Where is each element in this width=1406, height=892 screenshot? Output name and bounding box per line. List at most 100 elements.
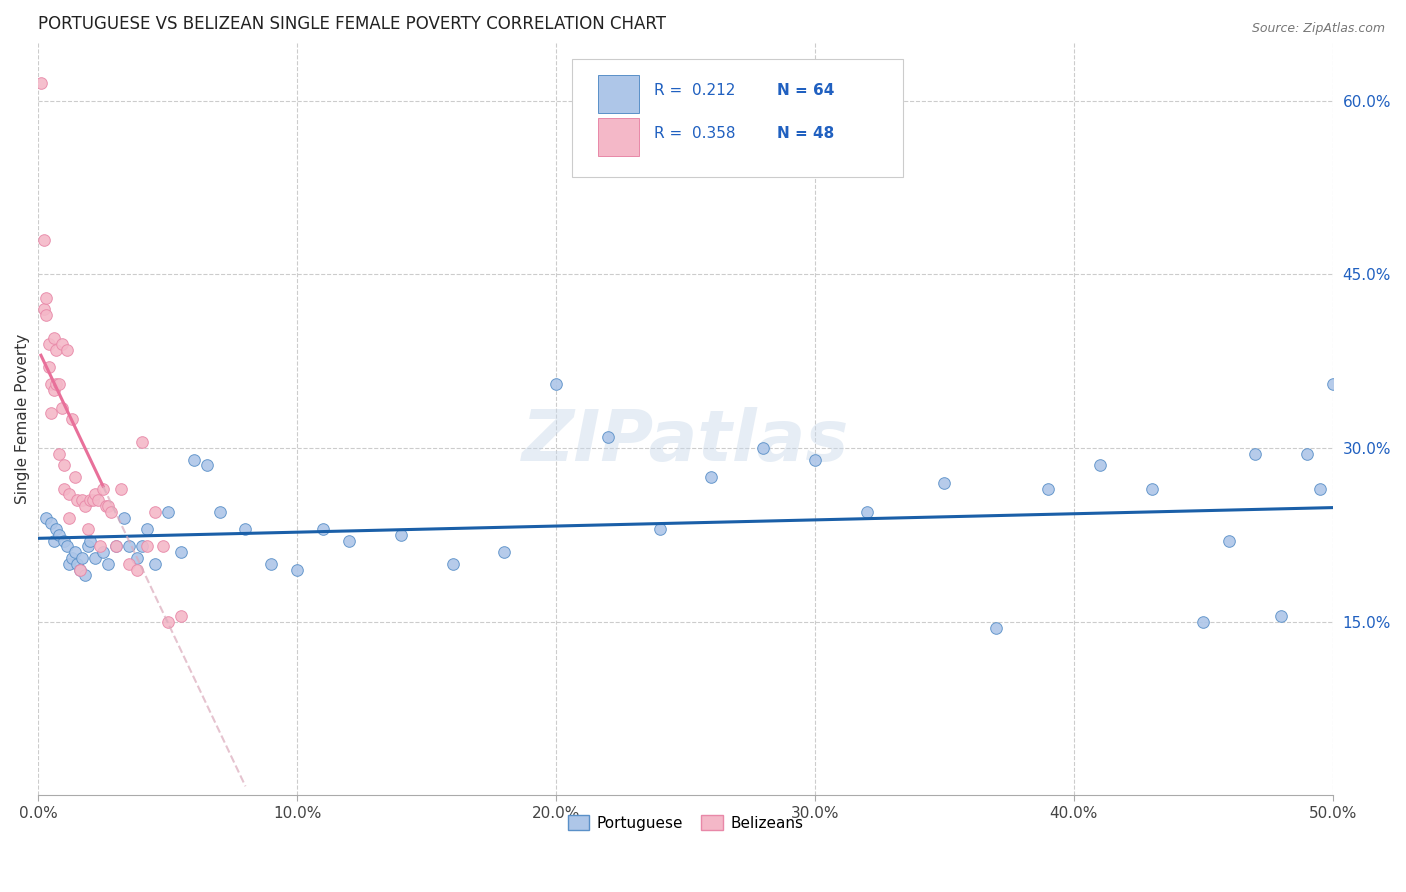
Point (66, 557, 89, 571)
Point (156, 615, 179, 629)
Point (53, 458, 76, 473)
Point (76, 540, 98, 554)
Point (87, 493, 110, 508)
Point (170, 545, 193, 559)
Text: R =  0.212: R = 0.212 (654, 83, 735, 98)
Point (118, 557, 141, 571)
Point (58, 557, 80, 571)
Point (1088, 458, 1111, 473)
Point (58, 487, 80, 501)
Point (1270, 609, 1292, 624)
Point (48, 528, 70, 542)
Point (79, 533, 101, 548)
Point (1347, 394, 1369, 409)
Point (73, 568, 96, 582)
Point (66, 493, 89, 508)
Point (39, 516, 62, 531)
Point (648, 522, 671, 536)
Point (48, 447, 70, 461)
Point (934, 475, 956, 490)
Point (285, 563, 308, 577)
Point (39, 406, 62, 420)
Point (389, 528, 412, 542)
Point (42, 331, 65, 345)
Point (143, 557, 166, 571)
Point (79, 493, 101, 508)
Point (125, 551, 148, 566)
Point (752, 441, 775, 455)
Point (494, 545, 516, 559)
Point (855, 505, 877, 519)
Point (60, 551, 83, 566)
Point (69, 563, 91, 577)
Point (105, 540, 128, 554)
Point (32, 302, 55, 317)
Point (441, 557, 464, 571)
Point (1192, 615, 1215, 629)
Point (136, 522, 159, 536)
Point (91, 482, 114, 496)
Point (208, 505, 231, 519)
Point (546, 377, 568, 392)
Point (1218, 533, 1240, 548)
Point (63, 545, 86, 559)
Point (42, 533, 65, 548)
Point (1036, 482, 1059, 496)
Text: N = 64: N = 64 (778, 83, 835, 98)
Point (94, 499, 117, 513)
Point (76, 522, 98, 536)
Point (38, 337, 60, 351)
Point (1309, 482, 1331, 496)
Point (1374, 447, 1396, 461)
Point (312, 522, 335, 536)
Bar (598, 118, 638, 156)
Point (1244, 447, 1267, 461)
Point (110, 482, 132, 496)
Point (72, 493, 94, 508)
Point (100, 505, 122, 519)
Point (42, 383, 65, 397)
Point (58, 510, 80, 524)
Point (1140, 482, 1163, 496)
Point (51, 337, 73, 351)
Point (131, 540, 153, 554)
Point (152, 540, 174, 554)
Point (804, 452, 827, 467)
Point (82, 493, 104, 508)
Point (35, 308, 58, 322)
Point (105, 540, 128, 554)
Point (30, 77, 52, 91)
Point (1334, 343, 1357, 357)
Point (596, 429, 619, 443)
Point (56, 343, 79, 357)
Legend: Portuguese, Belizeans: Portuguese, Belizeans (561, 809, 810, 837)
Text: ZIPatlas: ZIPatlas (522, 408, 849, 476)
Point (1361, 603, 1384, 617)
Point (91, 545, 114, 559)
Point (38, 359, 60, 374)
Text: PORTUGUESE VS BELIZEAN SINGLE FEMALE POVERTY CORRELATION CHART: PORTUGUESE VS BELIZEAN SINGLE FEMALE POV… (38, 15, 666, 33)
Point (337, 533, 360, 548)
Point (986, 621, 1008, 635)
FancyBboxPatch shape (572, 60, 903, 177)
Point (73, 499, 96, 513)
Point (84, 551, 107, 566)
Point (53, 533, 76, 548)
Point (131, 435, 153, 450)
Point (69, 563, 91, 577)
Point (97, 499, 120, 513)
Point (35, 291, 58, 305)
Bar (598, 75, 638, 113)
Point (136, 540, 159, 554)
Point (700, 470, 723, 484)
Point (143, 505, 166, 519)
Point (170, 609, 193, 624)
Point (39, 377, 62, 392)
Point (56, 540, 79, 554)
Point (195, 458, 218, 473)
Point (118, 540, 141, 554)
Y-axis label: Single Female Poverty: Single Female Poverty (15, 334, 30, 504)
Point (235, 522, 257, 536)
Point (125, 563, 148, 577)
Point (51, 401, 73, 415)
